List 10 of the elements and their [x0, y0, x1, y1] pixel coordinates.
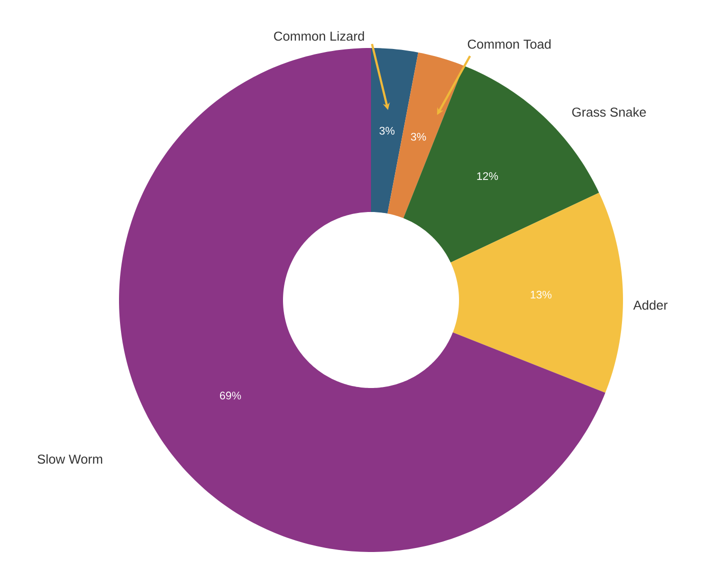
slice-label: Grass Snake — [572, 107, 646, 117]
data-label: 3% — [380, 126, 395, 135]
slice-label: Slow Worm — [38, 454, 102, 464]
slice-label: Common Lizard — [274, 31, 364, 41]
slice-label: Adder — [633, 300, 668, 310]
data-label: 12% — [477, 172, 498, 180]
data-label: 69% — [220, 392, 241, 400]
slice-label: Common Toad — [468, 39, 551, 49]
data-label: 13% — [530, 290, 552, 299]
data-label: 3% — [410, 132, 426, 141]
